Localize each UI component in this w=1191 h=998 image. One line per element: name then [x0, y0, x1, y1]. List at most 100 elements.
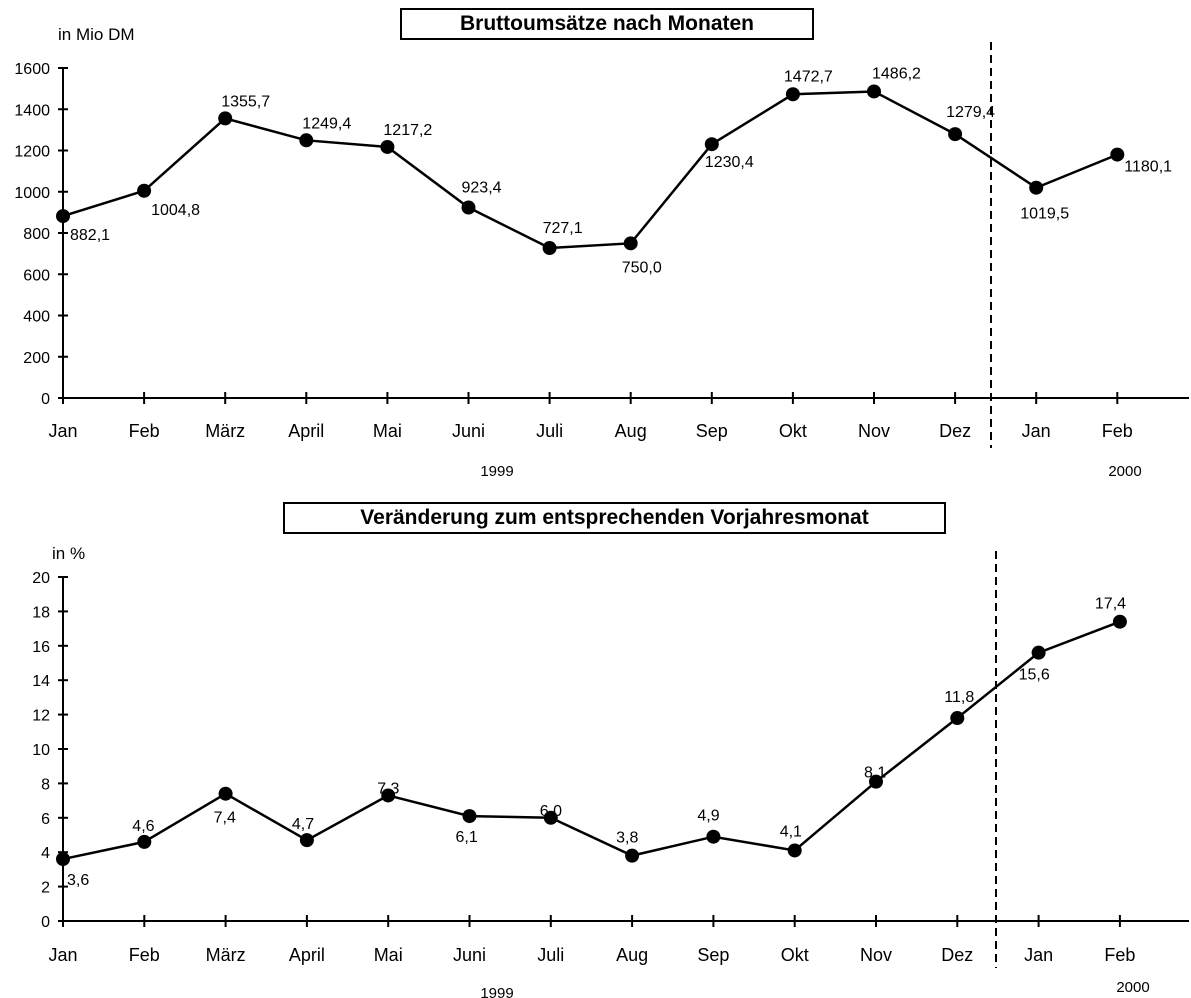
x-tick-label: März [205, 421, 245, 441]
x-tick-label: Sep [696, 421, 728, 441]
y-tick-label: 1000 [14, 185, 50, 202]
x-tick-label: Dez [939, 421, 971, 441]
data-label: 7,3 [377, 780, 399, 797]
x-tick-label: Juli [537, 945, 564, 965]
data-point [1112, 614, 1127, 629]
y-tick-label: 600 [23, 267, 50, 284]
data-label: 1019,5 [1020, 206, 1069, 223]
year-label: 2000 [1108, 463, 1141, 480]
x-tick-label: April [288, 421, 324, 441]
data-point [1029, 180, 1044, 195]
data-label: 3,8 [616, 830, 638, 847]
x-tick-label: April [289, 945, 325, 965]
data-point [462, 809, 477, 824]
x-tick-label: März [206, 945, 246, 965]
y-tick-label: 200 [23, 350, 50, 367]
data-label: 882,1 [70, 227, 110, 244]
data-point [623, 236, 638, 251]
data-label: 3,6 [67, 872, 89, 889]
data-point [950, 711, 965, 726]
x-tick-label: Aug [615, 421, 647, 441]
data-label: 8,1 [864, 765, 886, 782]
chart1-y-unit-label: in Mio DM [58, 25, 135, 44]
data-label: 1249,4 [302, 115, 351, 132]
y-tick-label: 1200 [14, 144, 50, 161]
x-tick-label: Juni [453, 945, 486, 965]
data-label: 1355,7 [221, 93, 270, 110]
data-point [542, 241, 557, 256]
series-line [62, 620, 1121, 861]
data-label: 1230,4 [705, 154, 754, 171]
data-label: 727,1 [543, 220, 583, 237]
chart1-title: Bruttoumsätze nach Monaten [400, 8, 814, 40]
y-tick-label: 400 [23, 309, 50, 326]
data-point [785, 87, 800, 102]
chart2-y-unit-label: in % [52, 544, 85, 563]
data-label: 6,0 [540, 803, 562, 820]
data-label: 4,6 [132, 818, 154, 835]
y-tick-label: 12 [32, 708, 50, 725]
data-point [218, 786, 233, 801]
data-point [787, 843, 802, 858]
x-tick-label: Mai [374, 945, 403, 965]
chart2-title: Veränderung zum entsprechenden Vorjahres… [283, 502, 946, 534]
data-label: 1217,2 [383, 122, 432, 139]
data-label: 1472,7 [784, 68, 833, 85]
y-tick-label: 8 [41, 776, 50, 793]
data-point [948, 127, 963, 142]
y-tick-label: 800 [23, 226, 50, 243]
x-tick-label: Okt [781, 945, 809, 965]
data-point [869, 774, 883, 789]
data-label: 15,6 [1019, 667, 1050, 684]
year-label: 1999 [480, 463, 513, 480]
data-label: 1180,1 [1124, 159, 1172, 176]
chart1-plot: in Mio DM 0 200 400 600 800 1000 1200 1400 1600 Ja… [14, 25, 1189, 480]
data-point [625, 848, 640, 863]
year-label: 2000 [1116, 979, 1149, 996]
data-label: 4,7 [292, 816, 314, 833]
y-tick-label: 20 [32, 570, 50, 587]
data-point [56, 209, 70, 224]
x-tick-label: Nov [858, 421, 890, 441]
x-tick-label: Sep [697, 945, 729, 965]
x-tick-label: Feb [1102, 421, 1133, 441]
data-point [218, 111, 233, 126]
x-tick-label: Jan [1022, 421, 1051, 441]
data-label: 11,8 [944, 689, 974, 706]
x-tick-label: Juni [452, 421, 485, 441]
x-tick-label: Feb [1104, 945, 1135, 965]
x-tick-label: Jan [1024, 945, 1053, 965]
data-point [867, 84, 881, 99]
y-tick-label: 6 [41, 811, 50, 828]
y-tick-label: 1400 [14, 102, 50, 119]
data-label: 750,0 [622, 259, 662, 276]
data-point [381, 788, 396, 803]
x-tick-label: Jan [48, 945, 77, 965]
data-label: 17,4 [1095, 596, 1126, 613]
x-tick-label: Nov [860, 945, 892, 965]
data-point [299, 833, 314, 848]
x-tick-label: Okt [779, 421, 807, 441]
data-label: 1279,4 [946, 104, 995, 121]
y-tick-label: 1600 [14, 61, 50, 78]
chart2-plot: in % 0 2 4 6 8 10 12 14 16 18 20 Jan Feb März April Mai J… [32, 544, 1189, 998]
data-point [704, 137, 719, 152]
y-tick-label: 10 [32, 742, 50, 759]
x-tick-label: Dez [941, 945, 973, 965]
data-point [137, 834, 152, 849]
x-tick-label: Jan [48, 421, 77, 441]
y-tick-label: 0 [41, 391, 50, 408]
data-point [706, 829, 721, 844]
x-tick-label: Mai [373, 421, 402, 441]
x-tick-label: Juli [536, 421, 563, 441]
data-label: 4,9 [697, 808, 719, 825]
data-point [1110, 147, 1125, 162]
y-tick-label: 18 [32, 604, 50, 621]
data-point [1031, 645, 1046, 660]
x-tick-label: Feb [129, 421, 160, 441]
data-label: 6,1 [456, 829, 478, 846]
data-label: 1486,2 [872, 65, 921, 82]
data-point [380, 139, 395, 154]
y-tick-label: 4 [41, 845, 50, 862]
